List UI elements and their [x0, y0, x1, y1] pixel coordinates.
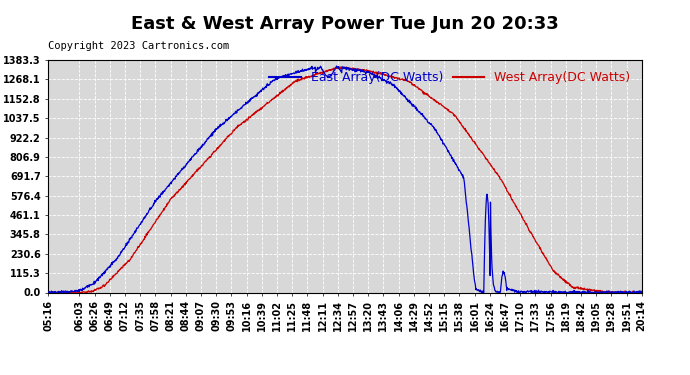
- Text: Copyright 2023 Cartronics.com: Copyright 2023 Cartronics.com: [48, 41, 230, 51]
- Legend: East Array(DC Watts), West Array(DC Watts): East Array(DC Watts), West Array(DC Watt…: [264, 66, 635, 89]
- Text: East & West Array Power Tue Jun 20 20:33: East & West Array Power Tue Jun 20 20:33: [131, 15, 559, 33]
